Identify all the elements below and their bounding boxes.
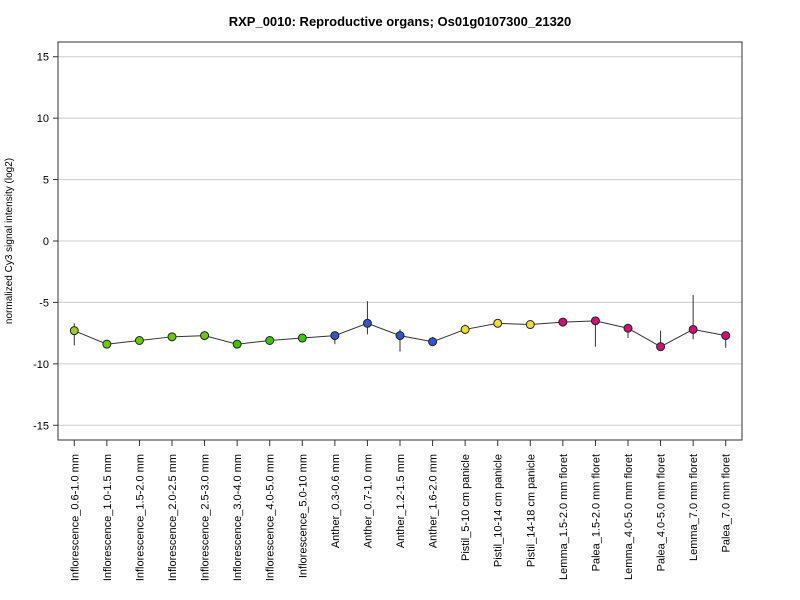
x-tick-label: Inflorescence_3.0-4.0 mm (232, 454, 244, 581)
x-tick-label: Lemma_4.0-5.0 mm floret (623, 454, 635, 580)
x-tick-label: Anther_1.6-2.0 mm (428, 454, 440, 548)
data-series (69, 295, 731, 352)
data-point (623, 323, 633, 333)
x-tick-label: Lemma_1.5-2.0 mm floret (558, 454, 570, 580)
data-point (134, 336, 144, 345)
data-point (525, 320, 535, 330)
data-point (688, 324, 698, 334)
data-point (167, 332, 177, 342)
data-point (297, 333, 307, 343)
x-tick-label: Inflorescence_1.5-2.0 mm (134, 454, 146, 581)
data-point (102, 339, 112, 349)
x-tick-label: Pistil_14-18 cm panicle (525, 454, 537, 567)
x-tick-label: Inflorescence_5.0-10 mm (297, 454, 309, 578)
data-point (69, 326, 79, 336)
data-point (721, 331, 731, 341)
x-tick-label: Inflorescence_2.5-3.0 mm (200, 454, 212, 581)
y-tick-label: 5 (43, 175, 49, 187)
data-point (558, 317, 568, 327)
data-point (265, 336, 275, 345)
y-axis-label: normalized Cy3 signal intensity (log2) (4, 158, 15, 324)
data-point (590, 316, 600, 326)
x-tick-label: Inflorescence_0.6-1.0 mm (69, 454, 81, 581)
x-tick-label: Inflorescence_4.0-5.0 mm (265, 454, 277, 581)
x-tick-label: Palea_4.0-5.0 mm floret (656, 454, 668, 571)
y-tick-label: -15 (33, 420, 49, 432)
y-axis: 15 10 5 0 -5 -10 -15 (33, 52, 58, 432)
grid-lines (58, 56, 742, 426)
y-tick-label: 10 (37, 113, 49, 125)
x-tick-label: Anther_0.7-1.0 mm (362, 454, 374, 548)
x-tick-label: Lemma_7.0 mm floret (688, 454, 700, 561)
x-tick-label: Palea_7.0 mm floret (721, 454, 733, 552)
data-point (493, 318, 503, 328)
x-tick-label: Inflorescence_1.0-1.5 mm (102, 454, 114, 581)
data-point (656, 342, 666, 352)
data-point (232, 339, 242, 349)
y-tick-label: 0 (43, 236, 49, 248)
x-tick-label: Anther_1.2-1.5 mm (395, 454, 407, 548)
x-tick-label: Anther_0.3-0.6 mm (330, 454, 342, 548)
x-axis: Inflorescence_0.6-1.0 mm Inflorescence_1.… (69, 440, 733, 581)
data-point (428, 337, 438, 347)
data-point (362, 318, 372, 328)
x-tick-label: Palea_1.5-2.0 mm floret (590, 454, 602, 571)
data-point (330, 331, 340, 341)
y-tick-label: -5 (39, 297, 49, 309)
x-tick-label: Pistil_10-14 cm panicle (493, 454, 505, 567)
data-point (200, 331, 210, 341)
y-tick-label: 15 (37, 52, 49, 64)
y-tick-label: -10 (33, 359, 49, 371)
x-tick-label: Pistil_5-10 cm panicle (460, 454, 472, 561)
data-point (395, 331, 405, 341)
x-tick-label: Inflorescence_2.0-2.5 mm (167, 454, 179, 581)
chart-title: RXP_0010: Reproductive organs; Os01g0107… (229, 14, 572, 29)
data-point (460, 324, 470, 334)
